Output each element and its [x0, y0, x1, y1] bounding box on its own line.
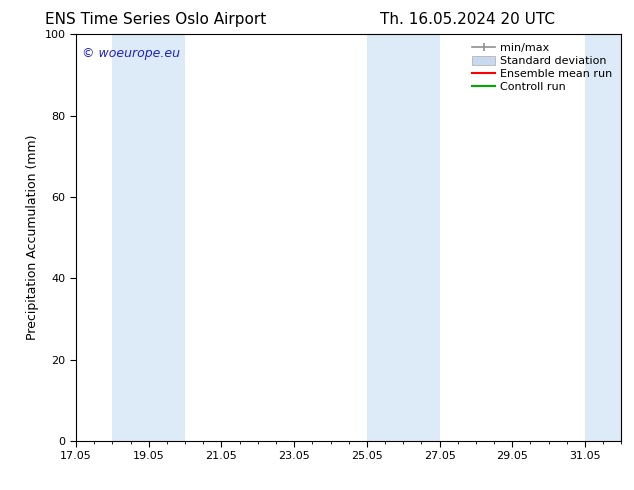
Bar — [112, 34, 185, 441]
Bar — [367, 34, 439, 441]
Legend: min/max, Standard deviation, Ensemble mean run, Controll run: min/max, Standard deviation, Ensemble me… — [469, 40, 616, 95]
Text: Th. 16.05.2024 20 UTC: Th. 16.05.2024 20 UTC — [380, 12, 555, 27]
Text: ENS Time Series Oslo Airport: ENS Time Series Oslo Airport — [45, 12, 266, 27]
Text: © woeurope.eu: © woeurope.eu — [82, 47, 179, 59]
Y-axis label: Precipitation Accumulation (mm): Precipitation Accumulation (mm) — [26, 135, 39, 341]
Bar — [585, 34, 621, 441]
